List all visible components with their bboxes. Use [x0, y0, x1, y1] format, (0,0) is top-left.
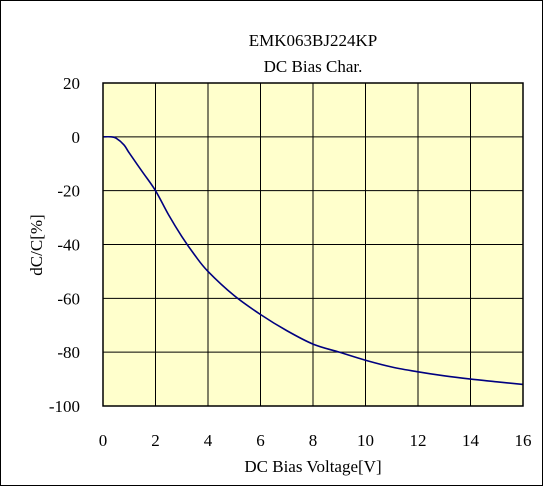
x-axis-label: DC Bias Voltage[V]	[244, 457, 381, 476]
x-tick-label: 12	[410, 431, 427, 450]
y-axis-label: dC/C[%]	[27, 214, 46, 275]
series-line	[102, 135, 524, 386]
grid-lines	[103, 83, 523, 406]
y-tick-labels: 20 0 -20 -40 -60 -80 -100	[49, 74, 80, 416]
y-tick-label: -20	[57, 182, 80, 201]
chart-title: EMK063BJ224KP	[249, 31, 377, 50]
x-tick-labels: 0 2 4 6 8 10 12 14 16	[99, 431, 532, 450]
y-tick-label: -60	[57, 289, 80, 308]
y-tick-label: -40	[57, 236, 80, 255]
chart-subtitle: DC Bias Char.	[264, 57, 363, 76]
plot-border	[102, 82, 524, 407]
x-tick-label: 14	[462, 431, 480, 450]
x-tick-label: 8	[309, 431, 318, 450]
y-tick-label: 0	[72, 128, 81, 147]
x-tick-label: 4	[204, 431, 213, 450]
y-tick-label: 20	[63, 74, 80, 93]
x-tick-label: 2	[151, 431, 160, 450]
x-tick-label: 10	[357, 431, 374, 450]
x-tick-label: 6	[256, 431, 265, 450]
x-tick-label: 0	[99, 431, 108, 450]
y-tick-label: -100	[49, 397, 80, 416]
y-tick-label: -80	[57, 343, 80, 362]
x-tick-label: 16	[515, 431, 532, 450]
